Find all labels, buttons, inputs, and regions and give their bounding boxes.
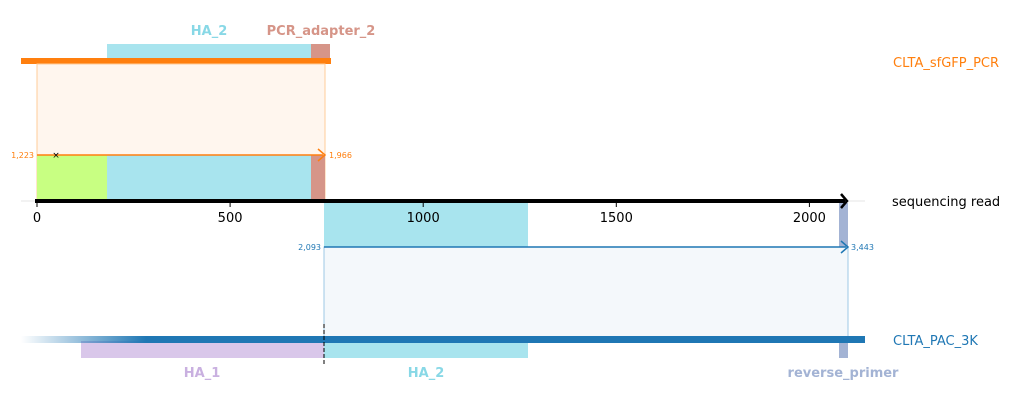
bottom-ha2-projection	[324, 203, 528, 247]
reference-axis: 0 500 1000 1500 2000 sequencing read	[21, 193, 1000, 226]
bottom-read-name: CLTA_PAC_3K	[893, 334, 978, 349]
bottom-ha2-block	[324, 341, 528, 358]
top-pcr-adapter-label: PCR_adapter_2	[267, 24, 376, 39]
axis-tick-label: 0	[33, 211, 41, 226]
bottom-ha1-label: HA_1	[184, 366, 221, 381]
axis-tick-label: 500	[218, 211, 243, 226]
top-mismatch-marker: ×	[52, 151, 60, 161]
bottom-alignment-arrowhead	[840, 240, 850, 254]
top-start-coordinate: 1,223	[11, 151, 34, 160]
reference-axis-arrowhead	[840, 193, 849, 209]
top-green-block	[37, 155, 107, 201]
axis-tick-label: 1000	[407, 211, 440, 226]
top-pcr-adapter-block	[311, 44, 330, 60]
top-read-name: CLTA_sfGFP_PCR	[893, 56, 999, 71]
top-read-group: × 1,223 1,966 HA_2 PCR_adapter_2 CLTA_sf…	[11, 24, 999, 202]
top-ha2-block	[107, 44, 311, 60]
bottom-end-coordinate: 3,443	[851, 243, 874, 252]
tick-layer: 0 500 1000 1500 2000	[33, 203, 826, 226]
bottom-reverse-primer-block	[839, 341, 848, 358]
top-pcr-adapter-projection	[311, 155, 325, 201]
axis-tick-label: 1500	[600, 211, 633, 226]
top-ha2-projection	[107, 155, 311, 201]
bottom-alignment-shade	[323, 246, 849, 340]
reference-axis-line	[35, 199, 845, 203]
top-end-coordinate: 1,966	[329, 151, 352, 160]
bottom-read-group: 2,093 3,443 HA_1 HA_2 reverse_primer CLT…	[21, 203, 978, 381]
top-read-bar	[21, 58, 331, 64]
top-ha2-label: HA_2	[191, 24, 228, 39]
axis-tick-label: 2000	[793, 211, 826, 226]
bottom-start-coordinate: 2,093	[298, 243, 321, 252]
top-alignment-arrowhead	[317, 148, 327, 162]
bottom-read-fade	[21, 336, 146, 343]
bottom-ha2-label: HA_2	[408, 366, 445, 381]
bottom-read-bar	[146, 336, 865, 343]
bottom-reverse-primer-projection	[839, 203, 848, 247]
reference-read-name: sequencing read	[892, 195, 1000, 210]
bottom-ha1-block	[81, 341, 324, 358]
bottom-reverse-primer-label: reverse_primer	[788, 366, 900, 381]
